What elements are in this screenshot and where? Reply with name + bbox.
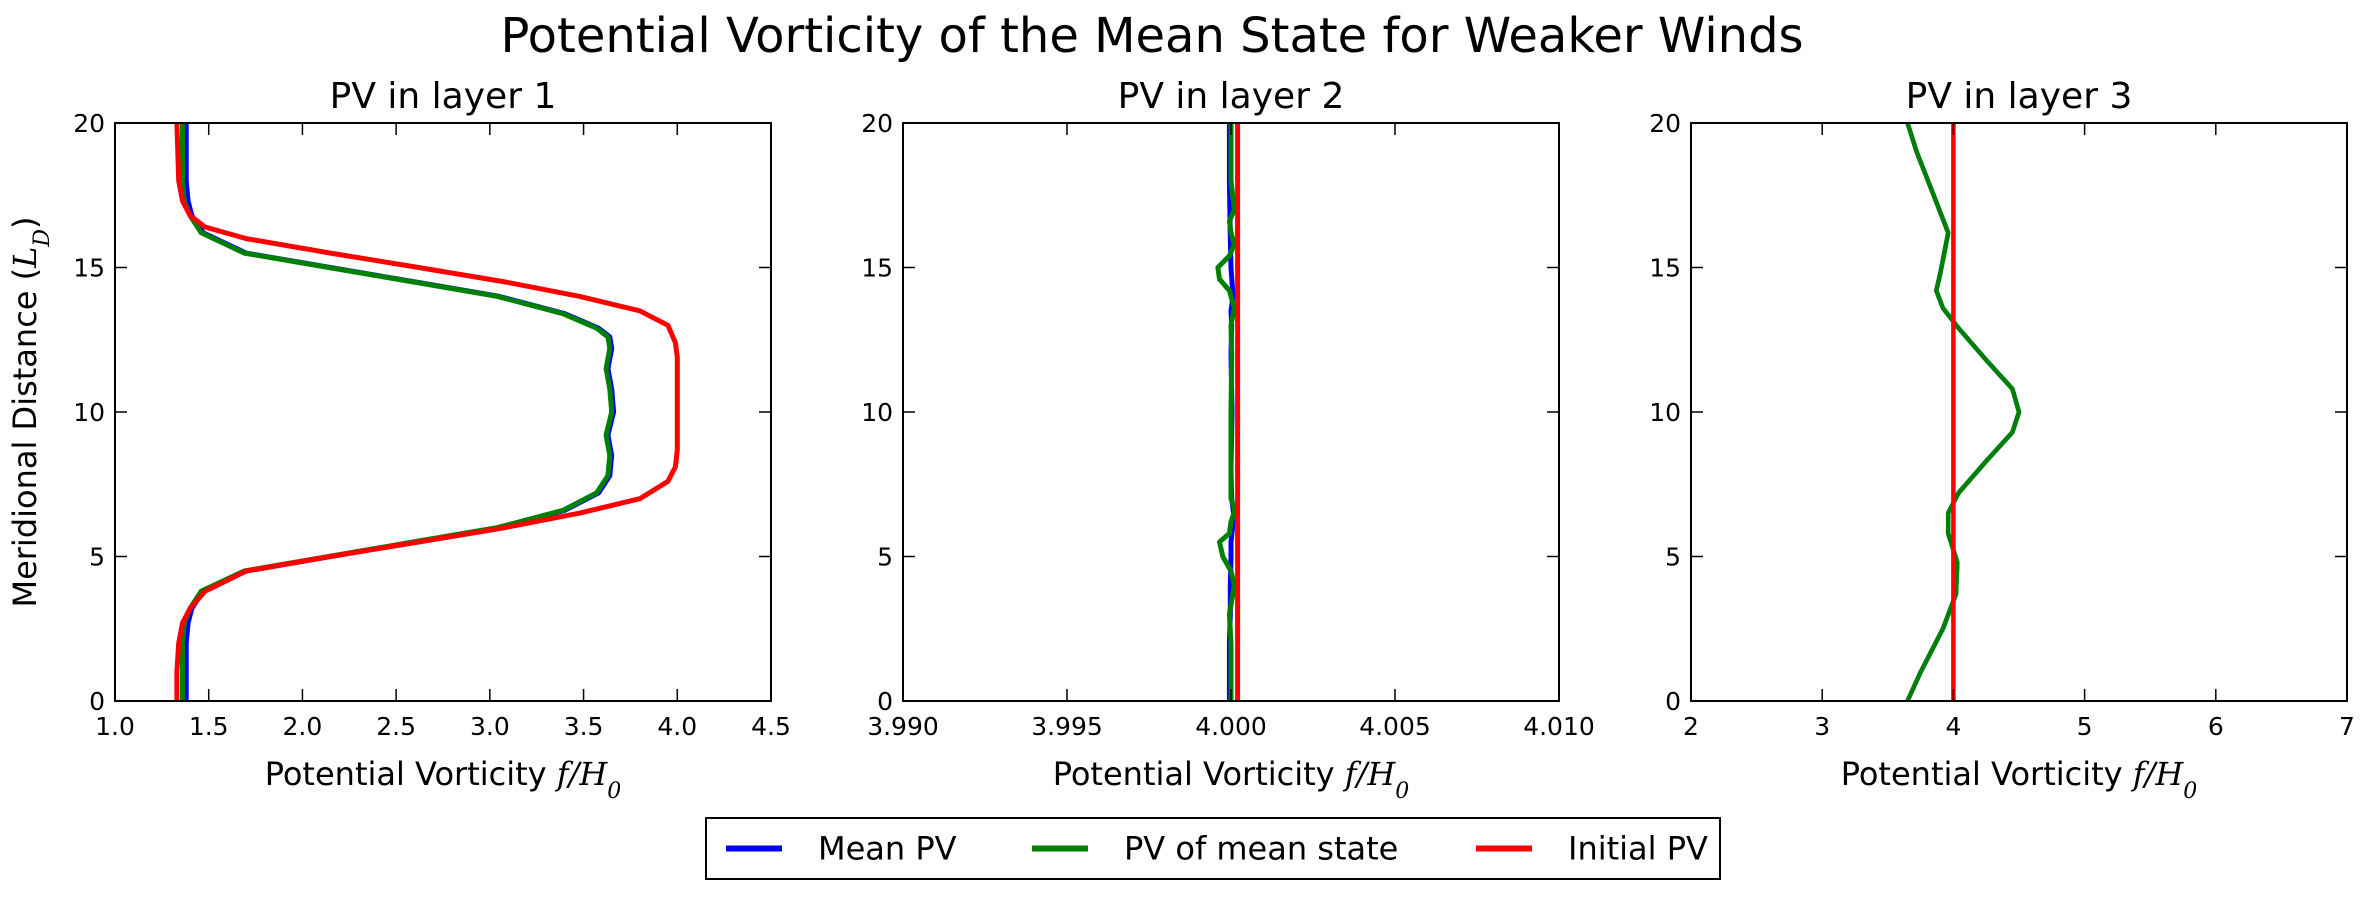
x-tick-label: 4.010 bbox=[1523, 712, 1595, 741]
y-tick-label: 5 bbox=[89, 543, 105, 572]
y-tick-label: 15 bbox=[861, 254, 893, 283]
y-tick-label: 15 bbox=[1649, 254, 1681, 283]
legend-entry: Initial PV bbox=[1476, 830, 1708, 868]
y-tick-label: 20 bbox=[73, 109, 105, 138]
x-tick-label: 4 bbox=[1945, 712, 1961, 741]
panel-1: 1.0 1.5 2.0 2.5 3.0 3.5 4.0 4.5 0 5 10 15 20 PV in la… bbox=[6, 76, 791, 804]
panel-3: 2 3 4 5 6 7 0 5 10 15 20 PV in layer 3 Potential Vor… bbox=[1649, 76, 2355, 804]
legend-entry: Mean PV bbox=[726, 830, 957, 868]
x-axis-label: Potential Vorticity f/H0 bbox=[1841, 755, 2198, 804]
y-tick-label: 10 bbox=[73, 398, 105, 427]
y-tick-label: 10 bbox=[861, 398, 893, 427]
x-tick-label: 3.995 bbox=[1031, 712, 1103, 741]
x-tick-label: 4.000 bbox=[1195, 712, 1267, 741]
panel-title: PV in layer 3 bbox=[1906, 76, 2133, 117]
x-axis-label: Potential Vorticity f/H0 bbox=[1053, 755, 1410, 804]
legend-entry: PV of mean state bbox=[1032, 830, 1398, 868]
series-line-pv-of-mean-state bbox=[180, 123, 615, 701]
x-axis-label: Potential Vorticity f/H0 bbox=[265, 755, 622, 804]
x-tick-label: 4.0 bbox=[657, 712, 697, 741]
y-tick-label: 0 bbox=[1665, 687, 1681, 716]
legend-label: Mean PV bbox=[818, 830, 957, 868]
series-line-initial-pv bbox=[174, 123, 680, 701]
y-tick-label: 5 bbox=[877, 543, 893, 572]
y-tick-label: 0 bbox=[89, 687, 105, 716]
x-tick-label: 3.0 bbox=[470, 712, 510, 741]
x-tick-label: 2.0 bbox=[283, 712, 323, 741]
y-tick-label: 20 bbox=[1649, 109, 1681, 138]
y-tick-label: 15 bbox=[73, 254, 105, 283]
legend: Mean PV PV of mean state Initial PV bbox=[705, 817, 1721, 880]
panel-title: PV in layer 1 bbox=[330, 76, 557, 117]
x-tick-label: 3 bbox=[1814, 712, 1830, 741]
series-line-pv-of-mean-state bbox=[1215, 123, 1238, 701]
x-tick-label: 1.0 bbox=[95, 712, 135, 741]
y-tick-label: 0 bbox=[877, 687, 893, 716]
x-tick-label: 4.5 bbox=[751, 712, 791, 741]
y-tick-label: 5 bbox=[1665, 543, 1681, 572]
figure-title: Potential Vorticity of the Mean State fo… bbox=[500, 8, 1803, 64]
axes-frame bbox=[114, 122, 772, 702]
y-tick-label: 20 bbox=[861, 109, 893, 138]
y-tick-label: 10 bbox=[1649, 398, 1681, 427]
x-tick-label: 7 bbox=[2339, 712, 2355, 741]
panel-title: PV in layer 2 bbox=[1118, 76, 1345, 117]
panel-2: 3.990 3.995 4.000 4.005 4.010 0 5 10 15 20 PV in l… bbox=[861, 76, 1595, 804]
x-tick-label: 4.005 bbox=[1359, 712, 1431, 741]
series-line-mean-pv bbox=[183, 123, 617, 701]
legend-frame bbox=[705, 817, 1721, 880]
x-tick-label: 2.5 bbox=[376, 712, 416, 741]
x-tick-label: 5 bbox=[2077, 712, 2093, 741]
legend-label: PV of mean state bbox=[1124, 830, 1398, 868]
series-line-pv-of-mean-state bbox=[1905, 123, 2022, 701]
legend-label: Initial PV bbox=[1568, 830, 1708, 868]
x-tick-label: 3.5 bbox=[564, 712, 604, 741]
series-line-mean-pv bbox=[1905, 123, 2022, 701]
x-tick-label: 3.990 bbox=[867, 712, 939, 741]
x-tick-label: 2 bbox=[1683, 712, 1699, 741]
x-tick-label: 1.5 bbox=[189, 712, 229, 741]
y-axis-label: Meridional Distance (LD) bbox=[6, 216, 55, 607]
x-tick-label: 6 bbox=[2208, 712, 2224, 741]
